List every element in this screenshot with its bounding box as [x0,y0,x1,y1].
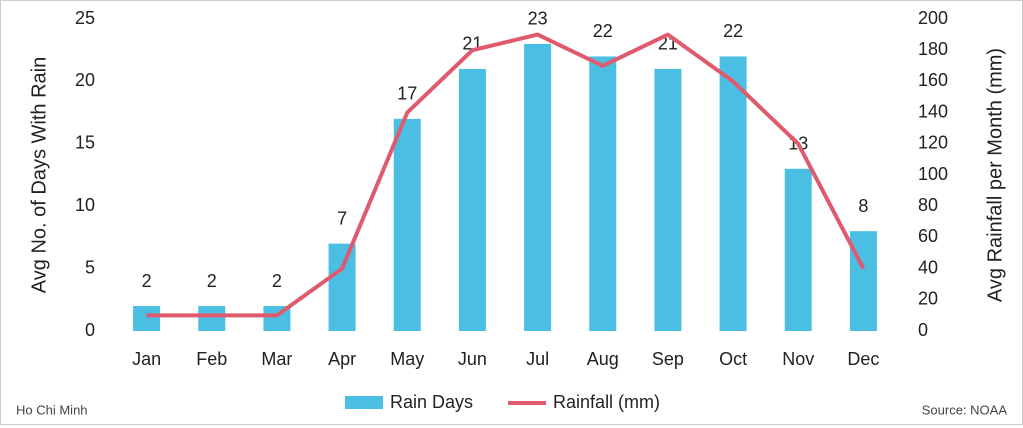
footer-right: Source: NOAA [922,402,1008,417]
x-tick-label: May [390,349,424,369]
legend-label: Rain Days [390,392,473,412]
x-tick-label: Jul [526,349,549,369]
y2-tick-label: 140 [918,101,948,121]
x-tick-label: Aug [587,349,619,369]
data-label: 23 [528,9,548,29]
y2-tick-label: 200 [918,8,948,28]
y-tick-label: 10 [75,195,95,215]
bar [393,118,421,331]
x-tick-label: Jun [458,349,487,369]
y2-tick-label: 160 [918,70,948,90]
y-tick-label: 25 [75,8,95,28]
x-tick-label: Oct [719,349,747,369]
y-tick-label: 20 [75,70,95,90]
y2-tick-label: 120 [918,133,948,153]
x-tick-label: Apr [328,349,356,369]
bar [589,56,617,331]
y-tick-label: 0 [85,320,95,340]
y2-axis-title: Avg Rainfall per Month (mm) [984,48,1006,302]
y2-tick-label: 100 [918,164,948,184]
data-label: 22 [723,21,743,41]
data-label: 2 [207,271,217,291]
y-tick-label: 5 [85,257,95,277]
bar [784,168,812,331]
bar [524,43,552,332]
line [146,32,866,318]
y2-tick-label: 60 [918,226,938,246]
x-tick-label: Mar [261,349,292,369]
x-tick-label: Feb [196,349,227,369]
bar [133,306,161,331]
y2-tick-label: 40 [918,257,938,277]
legend-label: Rainfall (mm) [553,392,660,412]
y2-tick-label: 180 [918,39,948,59]
y2-tick-label: 0 [918,320,928,340]
legend-swatch [345,396,383,409]
y2-tick-label: 80 [918,195,938,215]
y-axis-title: Avg No. of Days With Rain [28,57,50,293]
data-label: 8 [858,196,868,216]
data-label: 22 [593,21,613,41]
bar [198,306,226,331]
x-tick-label: Sep [652,349,684,369]
x-tick-label: Jan [132,349,161,369]
data-label: 2 [272,271,282,291]
footer-left: Ho Chi Minh [16,402,88,417]
x-tick-label: Dec [847,349,879,369]
bar [719,56,747,331]
x-tick-label: Nov [782,349,814,369]
bar [849,231,877,331]
bar [458,68,486,332]
bar [654,68,682,332]
data-label: 7 [337,208,347,228]
data-label: 17 [397,84,417,104]
data-label: 2 [142,271,152,291]
y-tick-label: 15 [75,133,95,153]
bar [328,243,356,331]
y2-tick-label: 20 [918,289,938,309]
